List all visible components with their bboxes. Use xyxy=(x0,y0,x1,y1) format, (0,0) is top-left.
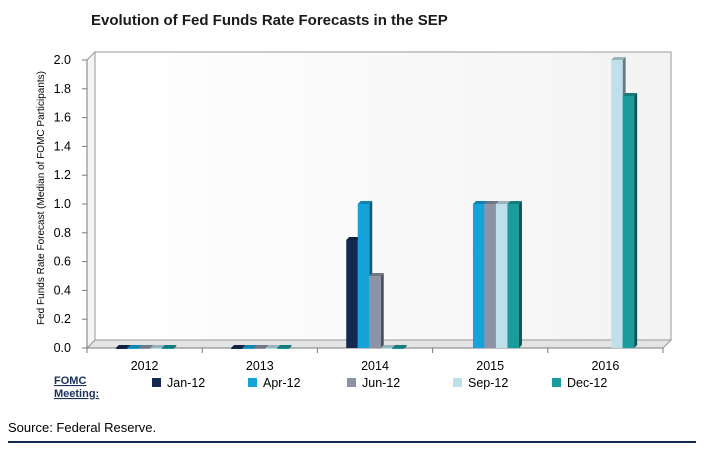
bar-top xyxy=(495,201,511,204)
bar-face xyxy=(138,348,151,349)
bar-face xyxy=(242,348,255,349)
bar-side xyxy=(173,345,177,349)
bar-face xyxy=(369,276,381,348)
bar-face xyxy=(265,348,278,349)
legend-label: Dec-12 xyxy=(567,376,607,390)
bar-top xyxy=(127,345,142,348)
bar-face xyxy=(277,348,289,349)
bar-top xyxy=(507,201,522,204)
legend-swatch xyxy=(552,378,561,387)
legend-label: Jun-12 xyxy=(362,376,400,390)
bar-top xyxy=(254,345,269,348)
y-tick-label: 2.0 xyxy=(54,53,71,67)
bar-top xyxy=(369,273,384,276)
legend-label: Sep-12 xyxy=(468,376,508,390)
bar-side xyxy=(288,345,292,349)
bar-top xyxy=(115,345,131,348)
bar-top xyxy=(161,345,177,348)
bar-face xyxy=(254,348,266,349)
legend-title-line-2: Meeting: xyxy=(54,388,99,400)
bar-Dec-12-2014 xyxy=(392,345,407,349)
bar-face xyxy=(507,204,519,348)
legend-item-Jan-12: Jan-12 xyxy=(152,376,205,390)
legend-item-Sep-12: Sep-12 xyxy=(453,376,508,390)
bar-face xyxy=(472,204,485,348)
bar-top xyxy=(622,93,638,96)
source-note: Source: Federal Reserve. xyxy=(8,420,156,435)
legend-title-line-1: FOMC xyxy=(54,375,86,387)
legend-swatch xyxy=(152,378,161,387)
bar-face xyxy=(495,204,508,348)
bar-top xyxy=(231,345,246,348)
bar-series xyxy=(115,57,638,349)
bar-side xyxy=(518,201,522,348)
plot-side-wall xyxy=(86,50,96,350)
bar-face xyxy=(380,348,393,349)
bar-top xyxy=(392,345,407,348)
bar-side xyxy=(380,273,384,348)
bar-face xyxy=(115,348,128,349)
x-tick-label: 2013 xyxy=(246,359,274,373)
y-tick-label: 0.6 xyxy=(54,255,71,269)
bar-top xyxy=(242,345,258,348)
y-axis-label: Fed Funds Rate Forecast (Median of FOMC … xyxy=(36,71,47,325)
bar-top xyxy=(138,345,154,348)
y-tick-label: 1.0 xyxy=(54,197,71,211)
y-tick-label: 0.0 xyxy=(54,341,71,355)
bar-side xyxy=(634,93,638,348)
y-tick-label: 0.8 xyxy=(54,226,71,240)
bar-face xyxy=(161,348,174,349)
x-tick-label: 2015 xyxy=(476,359,504,373)
bar-top xyxy=(265,345,281,348)
bar-face xyxy=(150,348,162,349)
bar-face xyxy=(392,348,404,349)
bar-top xyxy=(611,57,626,60)
bar-top xyxy=(150,345,165,348)
y-axis: 0.0 0.2 0.4 0.6 0.8 1.0 1.2 1.4 1.6 1.8 2.0 xyxy=(54,53,87,355)
bar-face xyxy=(622,96,635,348)
bar-side xyxy=(403,345,407,349)
legend-label: Apr-12 xyxy=(263,376,301,390)
y-tick-label: 1.4 xyxy=(54,139,71,153)
bar-Dec-12-2012 xyxy=(161,345,177,349)
bar-face xyxy=(484,204,496,348)
bar-top xyxy=(346,237,361,240)
bar-top xyxy=(472,201,488,204)
y-tick-label: 0.2 xyxy=(54,312,71,326)
bar-Dec-12-2013 xyxy=(277,345,292,349)
legend-label: Jan-12 xyxy=(167,376,205,390)
y-tick-label: 1.6 xyxy=(54,111,71,125)
legend: Jan-12 Apr-12 Jun-12 Sep-12 Dec-12 xyxy=(152,376,607,390)
y-tick-label: 0.4 xyxy=(54,283,71,297)
x-tick-label: 2016 xyxy=(591,359,619,373)
x-axis: 2012 2013 2014 2015 2016 xyxy=(86,348,664,373)
bar-face xyxy=(611,60,623,348)
legend-item-Jun-12: Jun-12 xyxy=(347,376,400,390)
chart-title: Evolution of Fed Funds Rate Forecasts in… xyxy=(91,12,448,29)
bar-Dec-12-2015 xyxy=(507,201,522,348)
footer-rule xyxy=(8,441,696,443)
legend-swatch xyxy=(453,378,462,387)
bar-Jun-12-2014 xyxy=(369,273,384,348)
y-tick-label: 1.8 xyxy=(54,82,71,96)
x-tick-label: 2012 xyxy=(131,359,159,373)
bar-top xyxy=(484,201,499,204)
legend-swatch xyxy=(248,378,257,387)
bar-face xyxy=(127,348,139,349)
bar-Dec-12-2016 xyxy=(622,93,638,348)
bar-face xyxy=(346,240,358,348)
y-tick-label: 1.2 xyxy=(54,168,71,182)
legend-swatch xyxy=(347,378,356,387)
bar-top xyxy=(357,201,373,204)
bar-top xyxy=(277,345,292,348)
bar-face xyxy=(357,204,370,348)
x-tick-label: 2014 xyxy=(361,359,389,373)
bar-face xyxy=(231,348,243,349)
bar-top xyxy=(380,345,396,348)
legend-item-Apr-12: Apr-12 xyxy=(248,376,301,390)
legend-item-Dec-12: Dec-12 xyxy=(552,376,607,390)
